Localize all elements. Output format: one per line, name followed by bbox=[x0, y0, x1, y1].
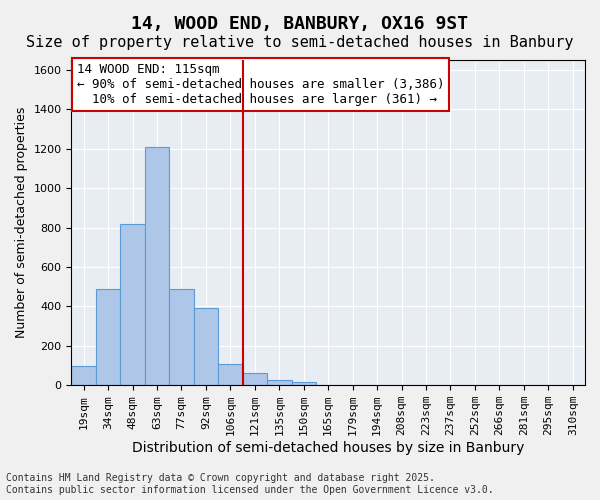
Bar bbox=[194, 308, 218, 385]
Bar bbox=[242, 374, 267, 385]
Y-axis label: Number of semi-detached properties: Number of semi-detached properties bbox=[15, 107, 28, 338]
Bar bbox=[218, 364, 242, 385]
Text: Size of property relative to semi-detached houses in Banbury: Size of property relative to semi-detach… bbox=[26, 35, 574, 50]
Bar bbox=[292, 382, 316, 385]
X-axis label: Distribution of semi-detached houses by size in Banbury: Distribution of semi-detached houses by … bbox=[132, 441, 524, 455]
Bar bbox=[169, 288, 194, 385]
Bar bbox=[267, 380, 292, 385]
Bar bbox=[121, 224, 145, 385]
Text: 14 WOOD END: 115sqm
← 90% of semi-detached houses are smaller (3,386)
  10% of s: 14 WOOD END: 115sqm ← 90% of semi-detach… bbox=[77, 64, 444, 106]
Text: Contains HM Land Registry data © Crown copyright and database right 2025.
Contai: Contains HM Land Registry data © Crown c… bbox=[6, 474, 494, 495]
Bar bbox=[96, 288, 121, 385]
Bar bbox=[145, 146, 169, 385]
Bar bbox=[71, 366, 96, 385]
Text: 14, WOOD END, BANBURY, OX16 9ST: 14, WOOD END, BANBURY, OX16 9ST bbox=[131, 15, 469, 33]
